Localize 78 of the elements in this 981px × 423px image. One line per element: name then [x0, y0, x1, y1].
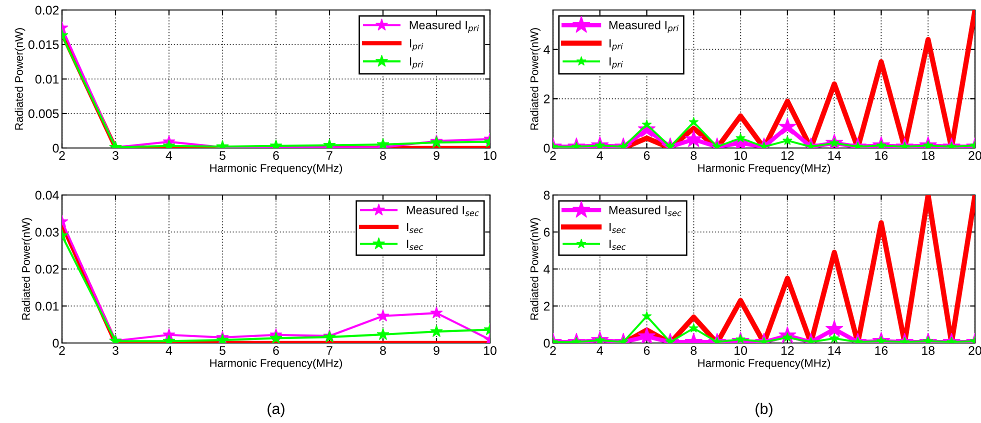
legend-label: I$_{pri}$: [410, 39, 424, 51]
y-axis-title: Radiated Power(nW): [530, 218, 540, 320]
x-tick-label: 12: [781, 151, 794, 160]
x-tick-label: 2: [550, 346, 556, 355]
x-tick-label: 7: [326, 151, 332, 160]
y-tick-label: 0.005: [28, 109, 59, 118]
legend-label: I$_{sec}$: [407, 240, 424, 250]
x-tick-label: 18: [922, 151, 935, 160]
x-tick-label: 6: [644, 151, 650, 160]
y-tick-label: 0.03: [35, 228, 59, 237]
x-axis-title: Harmonic Frequency(MHz): [210, 358, 342, 370]
y-tick-label: 0.02: [35, 264, 59, 274]
text: (b): [756, 402, 772, 418]
x-tick-label: 2: [59, 151, 65, 160]
x-tick-label: 6: [644, 346, 650, 355]
x-tick-label: 18: [922, 346, 935, 355]
y-tick-label: 0.02: [35, 6, 59, 15]
x-tick-label: 4: [166, 151, 172, 160]
legend-label: I$_{sec}$: [610, 222, 626, 234]
legend-label: Measured I$_{pri}$: [609, 20, 679, 33]
y-tick-label: 0: [544, 338, 550, 348]
x-tick-label: 8: [690, 346, 697, 355]
y-tick-label: 2: [544, 94, 550, 104]
x-tick-label: 9: [434, 346, 440, 355]
x-tick-label: 20: [968, 346, 981, 355]
x-tick-label: 20: [968, 151, 981, 160]
y-tick-label: 0: [544, 144, 550, 153]
x-tick-label: 2: [59, 346, 65, 355]
x-tick-label: 4: [596, 346, 603, 355]
x-tick-label: 6: [273, 151, 279, 160]
legend-label: I$_{sec}$: [407, 222, 424, 234]
y-axis-title: Radiated Power(nW): [530, 28, 540, 130]
x-tick-label: 16: [875, 151, 888, 160]
legend-label: I$_{sec}$: [610, 240, 626, 250]
x-axis-title: Harmonic Frequency(MHz): [210, 164, 342, 174]
x-tick-label: 5: [220, 151, 226, 160]
y-tick-label: 0.01: [35, 74, 59, 84]
y-tick-label: 2: [544, 302, 550, 311]
x-tick-label: 8: [380, 151, 386, 160]
legend-label: I$_{pri}$: [410, 57, 424, 70]
y-tick-label: 0.01: [35, 302, 59, 311]
x-tick-label: 10: [734, 346, 748, 355]
x-tick-label: 12: [781, 346, 794, 355]
x-tick-label: 9: [434, 151, 440, 160]
x-tick-label: 2: [550, 151, 556, 160]
y-tick-label: 4: [544, 264, 550, 274]
legend-label: I$_{pri}$: [610, 57, 623, 70]
x-tick-label: 4: [166, 346, 172, 355]
x-tick-label: 14: [828, 151, 841, 160]
legend-label: Measured I$_{sec}$: [406, 206, 479, 216]
x-tick-label: 3: [112, 346, 118, 355]
y-tick-label: 0: [52, 338, 59, 348]
y-tick-label: 0.04: [35, 190, 59, 200]
x-tick-label: 7: [326, 346, 332, 355]
y-tick-label: 6: [544, 228, 550, 237]
y-tick-label: 4: [544, 45, 550, 54]
y-tick-label: 0.015: [28, 40, 59, 50]
x-tick-label: 6: [273, 346, 279, 355]
x-tick-label: 10: [484, 346, 496, 355]
x-tick-label: 8: [380, 346, 386, 355]
x-tick-label: 8: [690, 151, 697, 160]
y-axis-title: Radiated Power(nW): [22, 218, 32, 320]
x-tick-label: 14: [828, 346, 841, 355]
x-tick-label: 10: [484, 151, 496, 160]
x-axis-title: Harmonic Frequency(MHz): [698, 164, 830, 174]
y-tick-label: 8: [544, 190, 550, 200]
legend-label: I$_{pri}$: [610, 39, 623, 51]
x-tick-label: 4: [596, 151, 603, 160]
x-tick-label: 16: [875, 346, 888, 355]
y-tick-label: 0: [52, 144, 59, 153]
legend-label: Measured I$_{sec}$: [609, 206, 682, 216]
x-tick-label: 10: [734, 151, 748, 160]
x-axis-title: Harmonic Frequency(MHz): [698, 358, 830, 370]
x-tick-label: 3: [112, 151, 118, 160]
text: (a): [268, 402, 284, 418]
y-axis-title: Radiated Power(nW): [14, 28, 26, 130]
x-tick-label: 5: [220, 346, 226, 355]
legend-label: Measured I$_{pri}$: [410, 20, 479, 33]
